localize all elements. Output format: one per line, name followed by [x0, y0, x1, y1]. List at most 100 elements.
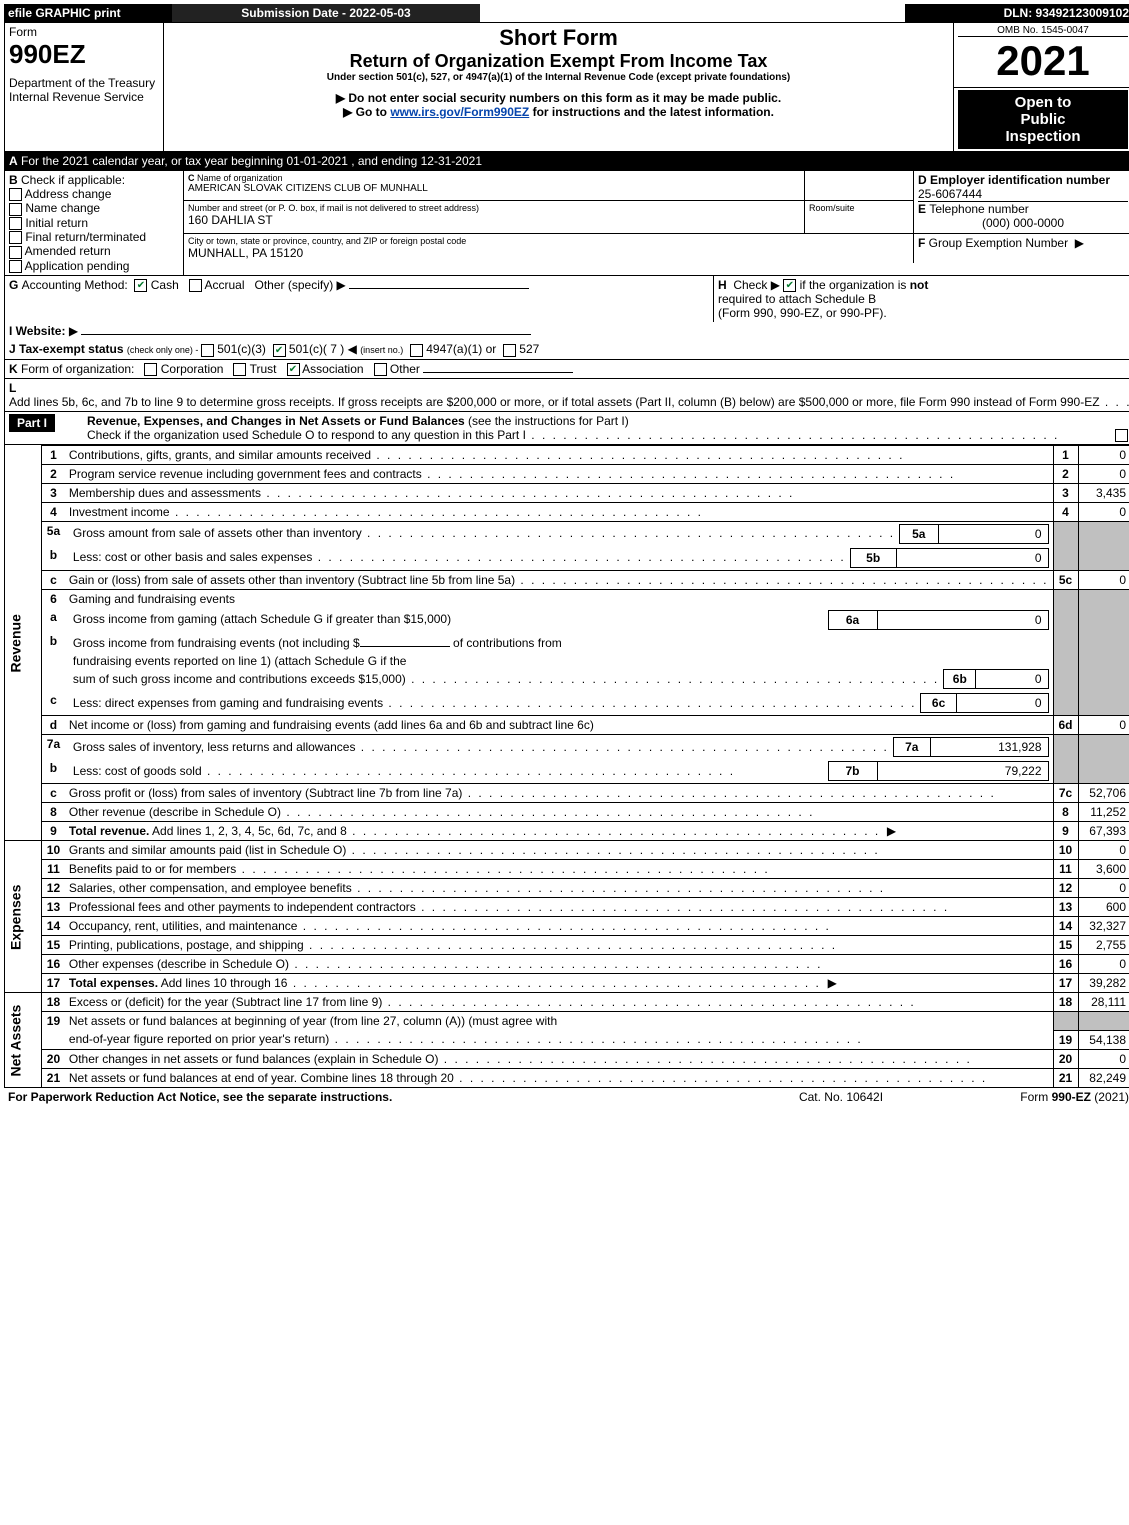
part-i-title: Revenue, Expenses, and Changes in Net As… — [87, 414, 465, 428]
line-6a-num: a — [42, 608, 65, 632]
line-20-box: 20 — [1053, 1049, 1078, 1068]
j-4947-checkbox[interactable] — [410, 344, 423, 357]
j-501c3-checkbox[interactable] — [201, 344, 214, 357]
footer-left: For Paperwork Reduction Act Notice, see … — [4, 1088, 737, 1106]
line-7b-subamt: 79,222 — [877, 762, 1048, 781]
b-item-4: Amended return — [25, 244, 111, 258]
initial-return-checkbox[interactable] — [9, 217, 22, 230]
h-checkbox[interactable] — [783, 279, 796, 292]
city-label: City or town, state or province, country… — [188, 236, 909, 246]
line-11-box: 11 — [1053, 860, 1078, 879]
line-5c-num: c — [42, 570, 65, 589]
goto-pre: Go to — [356, 105, 391, 119]
line-6d-num: d — [42, 716, 65, 735]
k-label: Form of organization: — [21, 362, 134, 376]
j-527-checkbox[interactable] — [503, 344, 516, 357]
line-7c-amt: 52,706 — [1078, 784, 1129, 803]
k-o3: Association — [302, 362, 363, 376]
k-other-input[interactable] — [423, 372, 573, 373]
irs-link[interactable]: www.irs.gov/Form990EZ — [390, 105, 529, 119]
final-return-checkbox[interactable] — [9, 231, 22, 244]
cash-checkbox[interactable] — [134, 279, 147, 292]
line-6a-text: Gross income from gaming (attach Schedul… — [69, 610, 828, 629]
line-7c-num: c — [42, 784, 65, 803]
k-assoc-checkbox[interactable] — [287, 363, 300, 376]
arrow-icon — [828, 976, 837, 990]
line-2-text: Program service revenue including govern… — [65, 464, 1053, 483]
arrow-icon — [1075, 236, 1084, 250]
line-15-num: 15 — [42, 936, 65, 955]
line-3-num: 3 — [42, 483, 65, 502]
arrow-icon — [771, 278, 780, 292]
b-label: Check if applicable: — [21, 173, 125, 187]
other-specify-input[interactable] — [349, 288, 529, 289]
j-o4: 527 — [519, 342, 539, 356]
amended-return-checkbox[interactable] — [9, 246, 22, 259]
h-post1: required to attach Schedule B — [718, 292, 1128, 306]
j-501c-checkbox[interactable] — [273, 344, 286, 357]
line-6c-text: Less: direct expenses from gaming and fu… — [69, 694, 921, 713]
b-item-3: Final return/terminated — [25, 230, 146, 244]
line-7a-num: 7a — [42, 735, 65, 760]
line-5a-num: 5a — [42, 521, 65, 546]
efile-label[interactable]: efile GRAPHIC print — [4, 4, 172, 22]
section-a-text: For the 2021 calendar year, or tax year … — [21, 154, 482, 168]
j-o1: 501(c)(3) — [217, 342, 266, 356]
line-7c-text: Gross profit or (loss) from sales of inv… — [65, 784, 1053, 803]
line-16-amt: 0 — [1078, 955, 1129, 974]
footer: For Paperwork Reduction Act Notice, see … — [4, 1088, 1129, 1106]
part-i-schedule-o-checkbox[interactable] — [1115, 429, 1128, 442]
street-value: 160 DAHLIA ST — [188, 213, 800, 227]
line-18-amt: 28,111 — [1078, 993, 1129, 1012]
ssn-note: Do not enter social security numbers on … — [348, 91, 781, 105]
line-7b-sub: 7b — [828, 762, 877, 781]
line-1-box: 1 — [1053, 445, 1078, 464]
section-i: I Website: — [4, 322, 1129, 340]
sections-b-through-f: B Check if applicable: Address change Na… — [4, 171, 1129, 276]
line-17-text: Total expenses. — [69, 976, 158, 990]
line-5b-num: b — [42, 546, 65, 571]
k-other-checkbox[interactable] — [374, 363, 387, 376]
arrow-icon — [887, 824, 896, 838]
j-label: Tax-exempt status — [19, 342, 123, 356]
accrual-checkbox[interactable] — [189, 279, 202, 292]
line-5c-amt: 0 — [1078, 570, 1129, 589]
line-6b-sub: 6b — [944, 670, 976, 689]
line-15-text: Printing, publications, postage, and shi… — [65, 936, 1053, 955]
line-12-num: 12 — [42, 879, 65, 898]
line-1-num: 1 — [42, 445, 65, 464]
line-17-num: 17 — [42, 974, 65, 993]
phone-value: (000) 000-0000 — [918, 216, 1128, 230]
tax-year: 2021 — [958, 37, 1128, 85]
submission-date-label: Submission Date - 2022-05-03 — [172, 4, 480, 22]
line-3-text: Membership dues and assessments — [65, 483, 1053, 502]
arrow-icon — [336, 91, 345, 105]
line-6b-blank[interactable] — [360, 646, 450, 647]
line-19-num: 19 — [42, 1012, 65, 1031]
line-6-num: 6 — [42, 589, 65, 608]
form-word: Form — [9, 25, 159, 39]
line-14-box: 14 — [1053, 917, 1078, 936]
name-change-checkbox[interactable] — [9, 203, 22, 216]
c-name-label: Name of organization — [197, 173, 283, 183]
line-5c-text: Gain or (loss) from sale of assets other… — [65, 570, 1053, 589]
line-17-box: 17 — [1053, 974, 1078, 993]
line-6b-text1b: of contributions from — [453, 636, 562, 650]
k-corp-checkbox[interactable] — [144, 363, 157, 376]
line-6b-text2: fundraising events reported on line 1) (… — [69, 652, 944, 670]
line-2-amt: 0 — [1078, 464, 1129, 483]
g-cash: Cash — [151, 278, 179, 292]
section-a: A For the 2021 calendar year, or tax yea… — [4, 152, 1129, 171]
arrow-icon — [69, 324, 78, 338]
application-pending-checkbox[interactable] — [9, 260, 22, 273]
line-21-box: 21 — [1053, 1068, 1078, 1087]
k-trust-checkbox[interactable] — [233, 363, 246, 376]
footer-cat: Cat. No. 10642I — [737, 1088, 945, 1106]
line-9-text-post: Add lines 1, 2, 3, 4, 5c, 6d, 7c, and 8 — [149, 824, 880, 838]
website-input[interactable] — [81, 334, 531, 335]
line-11-amt: 3,600 — [1078, 860, 1129, 879]
line-12-text: Salaries, other compensation, and employ… — [65, 879, 1053, 898]
addr-change-checkbox[interactable] — [9, 188, 22, 201]
revenue-sidebar: Revenue — [5, 445, 42, 841]
line-6d-box: 6d — [1053, 716, 1078, 735]
